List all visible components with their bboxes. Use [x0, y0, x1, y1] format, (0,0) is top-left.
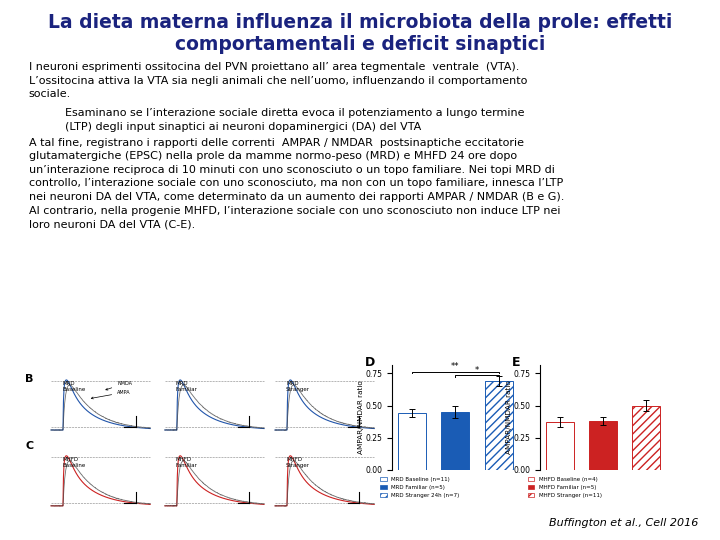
Text: La dieta materna influenza il microbiota della prole: effetti: La dieta materna influenza il microbiota…	[48, 14, 672, 32]
Bar	[485, 381, 513, 470]
Text: D: D	[365, 356, 375, 369]
Legend: MRD Baseline (n=11), MRD Familiar (n=5), MRD Stranger 24h (n=7): MRD Baseline (n=11), MRD Familiar (n=5),…	[380, 477, 459, 498]
Text: A tal fine, registrano i rapporti delle correnti  AMPAR / NMDAR  postsinaptiche : A tal fine, registrano i rapporti delle …	[29, 138, 564, 230]
Text: MHFD
Stranger: MHFD Stranger	[286, 457, 310, 468]
Text: NMDA: NMDA	[106, 381, 132, 390]
Text: I neuroni esprimenti ossitocina del PVN proiettano all’ area tegmentale  ventral: I neuroni esprimenti ossitocina del PVN …	[29, 62, 527, 99]
Text: MRD
Stranger: MRD Stranger	[286, 381, 310, 392]
Text: MRD
Familiar: MRD Familiar	[176, 381, 198, 392]
Bar	[632, 406, 660, 470]
Text: Buffington et al., Cell 2016: Buffington et al., Cell 2016	[549, 518, 698, 528]
Legend: MHFD Baseline (n=4), MHFD Familiar (n=5), MHFD Stranger (n=11): MHFD Baseline (n=4), MHFD Familiar (n=5)…	[528, 477, 602, 498]
Text: MHFD
Baseline: MHFD Baseline	[62, 457, 85, 468]
Text: E: E	[513, 356, 521, 369]
Y-axis label: AMPAR/NMDAR ratio: AMPAR/NMDAR ratio	[359, 380, 364, 454]
Text: comportamentali e deficit sinaptici: comportamentali e deficit sinaptici	[175, 35, 545, 54]
Text: B: B	[25, 374, 34, 384]
Bar	[441, 412, 469, 470]
Text: *: *	[475, 366, 479, 375]
Text: MHFD
Familiar: MHFD Familiar	[176, 457, 198, 468]
Bar	[546, 422, 574, 470]
Text: AMPA: AMPA	[91, 390, 131, 399]
Text: Esaminano se l’interazione sociale diretta evoca il potenziamento a lungo termin: Esaminano se l’interazione sociale diret…	[65, 108, 524, 132]
Bar	[589, 421, 617, 470]
Y-axis label: AMPAR/NMDAR ratio: AMPAR/NMDAR ratio	[506, 380, 512, 454]
Bar	[398, 413, 426, 470]
Text: MRD
Baseline: MRD Baseline	[62, 381, 85, 392]
Text: C: C	[25, 442, 33, 451]
Text: **: **	[451, 362, 459, 372]
